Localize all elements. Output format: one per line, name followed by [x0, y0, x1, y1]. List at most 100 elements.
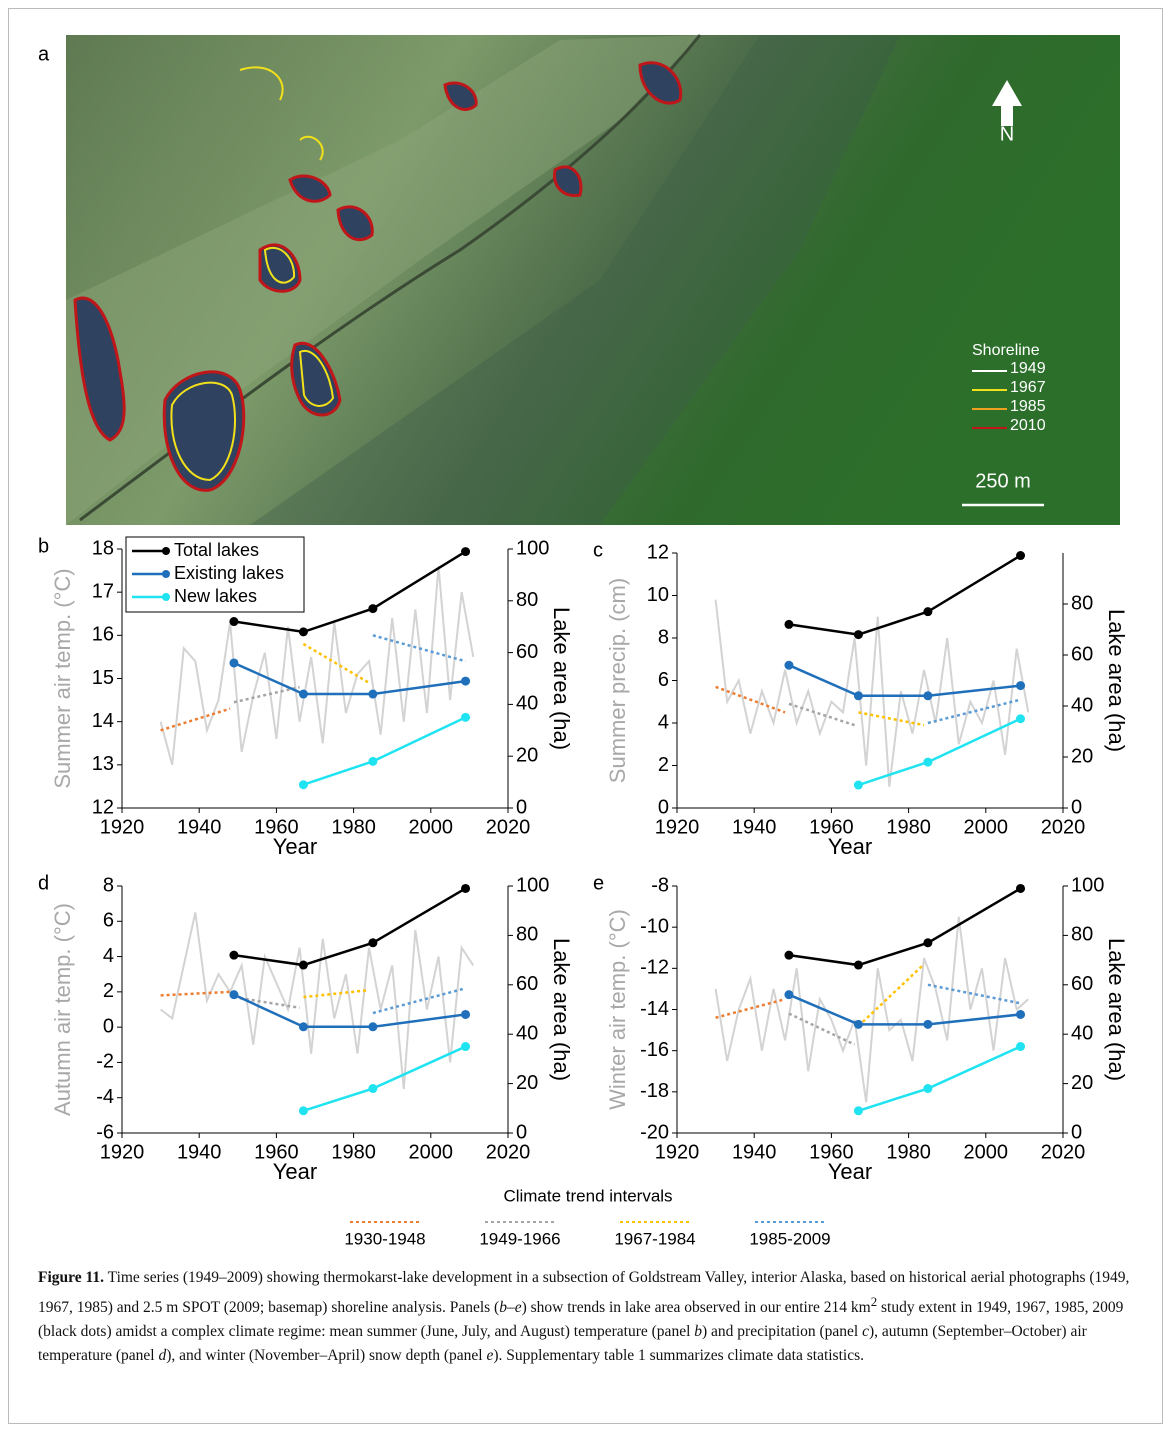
map-legend-label: 2010 [1010, 417, 1046, 434]
trend-line [161, 992, 230, 996]
data-point [368, 1022, 377, 1031]
y-tick-label: 16 [92, 624, 114, 646]
y-tick-label: -20 [640, 1121, 669, 1143]
trend-line [373, 988, 466, 1013]
y2-tick-label: 0 [1071, 1121, 1082, 1143]
series-line [789, 888, 1021, 965]
data-point [854, 1020, 863, 1029]
x-tick-label: 1920 [100, 816, 145, 838]
x-tick-label: 1920 [100, 1141, 145, 1163]
climate-line [161, 912, 474, 1088]
y2-tick-label: 100 [516, 537, 549, 559]
data-point [784, 990, 793, 999]
legend-label: Total lakes [174, 540, 259, 560]
y2-tick-label: 80 [516, 924, 538, 946]
series-line [234, 888, 466, 965]
y-tick-label: 18 [92, 537, 114, 559]
y2-tick-label: 0 [516, 1121, 527, 1143]
y-tick-label: -16 [640, 1039, 669, 1061]
map-legend-label: 1967 [1010, 379, 1046, 396]
data-point [854, 630, 863, 639]
data-point [461, 1010, 470, 1019]
y-tick-label: 0 [103, 1015, 114, 1037]
y2-tick-label: 40 [1071, 1022, 1093, 1044]
y2-tick-label: 60 [1071, 973, 1093, 995]
y-tick-label: 12 [92, 796, 114, 818]
y2-tick-label: 80 [1071, 924, 1093, 946]
y2-tick-label: 80 [1071, 592, 1093, 614]
y2-tick-label: 20 [1071, 1072, 1093, 1094]
y2-tick-label: 20 [516, 744, 538, 766]
data-point [1016, 681, 1025, 690]
trend-legend-title: Climate trend intervals [503, 1186, 672, 1205]
data-point [1016, 884, 1025, 893]
trend-line [716, 999, 785, 1018]
y2-tick-label: 40 [516, 1022, 538, 1044]
y-tick-label: -2 [96, 1051, 114, 1073]
y-tick-label: -10 [640, 915, 669, 937]
x-axis-label: Year [828, 834, 872, 859]
y-tick-label: -14 [640, 998, 669, 1020]
data-point [368, 938, 377, 947]
x-tick-label: 1940 [177, 816, 222, 838]
series-line [303, 1047, 465, 1111]
data-point [229, 951, 238, 960]
climate-line [716, 600, 1029, 787]
data-point [461, 1042, 470, 1051]
x-tick-label: 1920 [655, 1141, 700, 1163]
caption: Figure 11. Time series (1949–2009) showi… [38, 1266, 1138, 1368]
trend-legend-label: 1949-1966 [479, 1229, 560, 1248]
series-line [789, 556, 1021, 635]
y-tick-label: 17 [92, 580, 114, 602]
data-point [229, 658, 238, 667]
y-tick-label: -18 [640, 1080, 669, 1102]
data-point [784, 951, 793, 960]
y-tick-label: 10 [647, 584, 669, 606]
y-tick-label: -4 [96, 1086, 114, 1108]
y-tick-label: 12 [647, 541, 669, 563]
y2-tick-label: 60 [516, 641, 538, 663]
data-point [784, 661, 793, 670]
trend-line [234, 687, 300, 702]
data-point [368, 1084, 377, 1093]
x-tick-label: 2000 [964, 816, 1009, 838]
data-point [368, 757, 377, 766]
data-point [784, 620, 793, 629]
climate-line [716, 917, 1029, 1102]
data-point [1016, 714, 1025, 723]
y-tick-label: 6 [658, 669, 669, 691]
x-axis-label: Year [273, 1159, 317, 1184]
data-point [1016, 1042, 1025, 1051]
map-legend-label: 1985 [1010, 398, 1046, 415]
legend-label: Existing lakes [174, 563, 284, 583]
scale-label: 250 m [975, 470, 1031, 492]
data-point [299, 780, 308, 789]
y2-axis-label: Lake area (ha) [549, 938, 574, 1081]
legend-marker [162, 593, 170, 601]
data-point [229, 990, 238, 999]
data-point [923, 758, 932, 767]
caption-label: Figure 11. [38, 1269, 104, 1286]
caption-text: ) and precipitation (panel [702, 1323, 862, 1340]
y-tick-label: 4 [103, 945, 114, 967]
x-tick-label: 1940 [177, 1141, 222, 1163]
data-point [299, 690, 308, 699]
chart: c192019401960198020002020024681012020406… [593, 539, 1129, 859]
data-point [461, 713, 470, 722]
x-tick-label: 1980 [886, 1141, 931, 1163]
map-legend-title: Shoreline [972, 342, 1040, 359]
series-line [303, 717, 465, 784]
data-point [923, 1020, 932, 1029]
y2-tick-label: 20 [1071, 745, 1093, 767]
y2-tick-label: 100 [516, 874, 549, 896]
data-point [299, 961, 308, 970]
y-axis-label: Summer precip. (cm) [605, 578, 630, 783]
x-axis-label: Year [273, 834, 317, 859]
y2-tick-label: 100 [1071, 874, 1104, 896]
trend-line [303, 990, 369, 997]
x-tick-label: 2000 [964, 1141, 1009, 1163]
caption-text: ), and winter (November–April) snow dept… [166, 1347, 486, 1364]
x-tick-label: 1940 [732, 1141, 777, 1163]
